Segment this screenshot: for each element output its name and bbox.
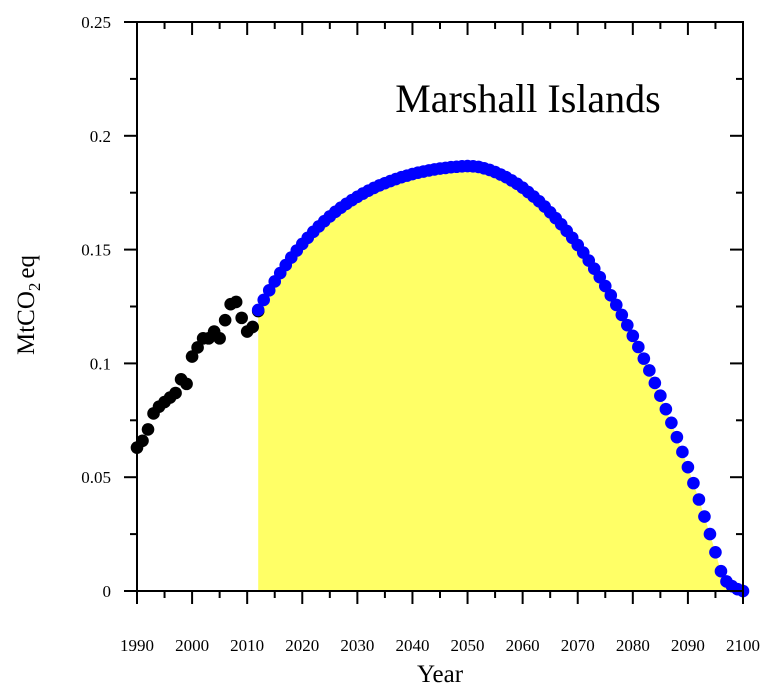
projection-fill-area (258, 166, 743, 591)
projection-point (692, 493, 706, 506)
projection-point (604, 289, 618, 302)
projection-point (681, 460, 695, 474)
y-axis-tick-labels: 0 0.05 0.1 0.15 0.2 0.25 (81, 13, 111, 601)
axis-ticks (124, 21, 744, 604)
x-tick-label: 2080 (616, 636, 650, 655)
x-tick-label: 2040 (395, 636, 429, 655)
x-tick-label: 1990 (120, 636, 154, 655)
historical-point (180, 377, 193, 391)
historical-point (246, 320, 259, 334)
projection-point (654, 389, 667, 403)
historical-point (136, 434, 149, 448)
projection-point (698, 510, 711, 523)
historical-point (218, 313, 232, 327)
y-axis-title-main: MtCO (13, 291, 40, 355)
historical-point (213, 332, 226, 345)
projection-point (609, 298, 623, 312)
projection-point (637, 352, 651, 365)
projection-point (687, 476, 700, 490)
y-tick-label: 0.15 (81, 241, 111, 260)
x-tick-label: 2100 (726, 636, 760, 655)
y-tick-label: 0 (103, 582, 112, 601)
y-tick-label: 0.1 (90, 354, 111, 373)
historical-point (169, 386, 182, 400)
y-tick-label: 0.05 (81, 468, 111, 487)
projection-point (665, 416, 678, 430)
x-tick-label: 2060 (506, 636, 540, 655)
projection-point (257, 293, 271, 307)
projection-point (659, 402, 673, 416)
x-tick-label: 2070 (561, 636, 595, 655)
historical-point (229, 295, 243, 309)
projection-point (670, 430, 684, 444)
projection-point (626, 329, 640, 343)
historical-series (130, 295, 265, 454)
y-tick-label: 0.25 (81, 13, 111, 32)
projection-point (703, 527, 717, 541)
x-tick-label: 2030 (340, 636, 374, 655)
x-tick-label: 2020 (285, 636, 319, 655)
projection-point (615, 308, 629, 322)
projection-point (709, 546, 722, 559)
projection-point (621, 318, 634, 332)
projection-point (632, 340, 645, 354)
projection-point (643, 364, 656, 377)
y-axis-title: MtCO2 eq (13, 255, 44, 356)
historical-point (235, 311, 248, 325)
historical-point (191, 341, 204, 354)
x-tick-label: 2010 (230, 636, 264, 655)
projection-point (676, 445, 689, 459)
y-axis-title-subscript: 2 (25, 283, 44, 292)
x-tick-label: 2090 (671, 636, 705, 655)
x-tick-label: 2050 (451, 636, 485, 655)
projection-point (714, 564, 728, 578)
projection-point (598, 279, 612, 293)
chart-title: Marshall Islands (395, 76, 661, 121)
projection-point (648, 376, 662, 390)
y-tick-label: 0.2 (90, 127, 111, 146)
y-axis-title-suffix: eq (13, 255, 40, 279)
historical-point (185, 350, 199, 363)
x-axis-tick-labels: 1990 2000 2010 2020 2030 2040 2050 2060 2070 2080… (120, 636, 760, 655)
projection-point (251, 303, 265, 317)
x-tick-label: 2000 (175, 636, 209, 655)
historical-point (141, 423, 155, 436)
projection-series (251, 159, 750, 598)
x-axis-title: Year (417, 661, 464, 688)
